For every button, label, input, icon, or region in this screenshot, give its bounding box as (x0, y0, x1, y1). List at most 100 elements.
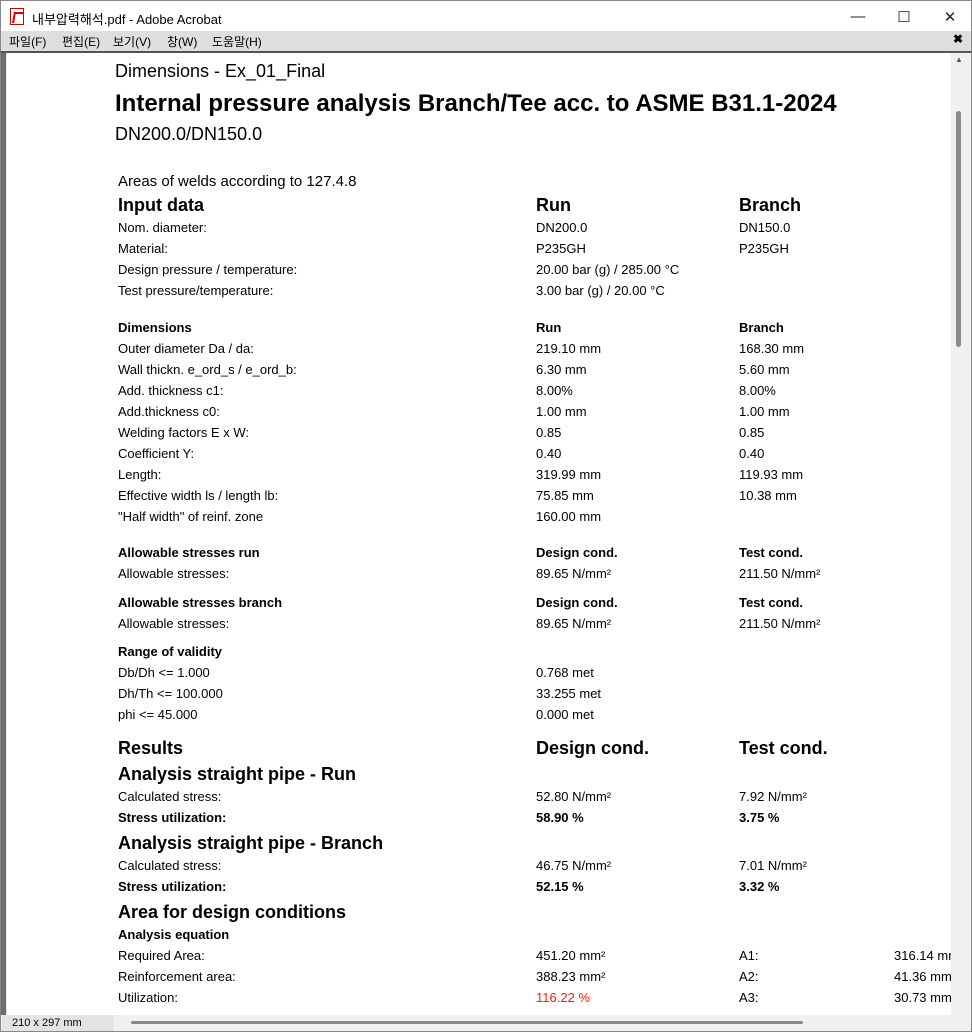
row-value: 8.00% (739, 383, 776, 398)
row-label: Calculated stress: (118, 789, 222, 804)
row-value: 0.40 (536, 446, 562, 461)
row-value: Design cond. (536, 738, 650, 758)
row-value: 119.93 mm (739, 467, 804, 482)
row-label: Dimensions (118, 320, 192, 335)
row-value: 1.00 mm (739, 404, 790, 419)
row-label: Wall thickn. e_ord_s / e_ord_b: (118, 362, 297, 377)
row-label: Design pressure / temperature: (118, 262, 298, 277)
row-label: Add.thickness c0: (118, 404, 220, 419)
row-label: Allowable stresses: (118, 566, 230, 581)
page-size: 210 x 297 mm (2, 1015, 114, 1031)
row-label: Range of validity (118, 644, 223, 659)
row-value: Test cond. (739, 545, 804, 560)
row-value: 388.23 mm² (536, 969, 606, 984)
row-value: 316.14 mm² (894, 948, 951, 963)
pdf-page: Dimensions - Ex_01_Final Internal pressu… (7, 53, 951, 1015)
row-value: Test cond. (739, 595, 804, 610)
row-value: 58.90 % (536, 810, 584, 825)
row-label: Stress utilization: (118, 879, 227, 894)
row-label: Results (118, 738, 184, 758)
row-value: 3.32 % (739, 879, 780, 894)
row-label: Coefficient Y: (118, 446, 195, 461)
row-value: A1: (739, 948, 759, 963)
row-value: 160.00 mm (536, 509, 602, 524)
row-label: "Half width" of reinf. zone (118, 509, 264, 524)
menu-file[interactable]: 파일(F) (9, 35, 47, 49)
menu-window[interactable]: 창(W) (167, 35, 198, 49)
scrollbar-thumb[interactable] (956, 111, 961, 347)
row-value: 451.20 mm² (536, 948, 606, 963)
close-document-icon[interactable]: ✖ (952, 32, 963, 46)
row-label: Effective width ls / length lb: (118, 488, 279, 503)
row-value: 0.768 met (536, 665, 594, 680)
row-label: Nom. diameter: (118, 220, 207, 235)
row-value: 1.00 mm (536, 404, 587, 419)
row-value: 3.75 % (739, 810, 780, 825)
row-value: 0.000 met (536, 707, 594, 722)
row-label: phi <= 45.000 (118, 707, 198, 722)
row-value: 10.38 mm (739, 488, 797, 503)
row-label: Analysis equation (118, 927, 230, 942)
row-label: Area for design conditions (118, 902, 347, 922)
row-value: 20.00 bar (g) / 285.00 °C (536, 262, 680, 277)
row-label: Length: (118, 467, 162, 482)
row-value: A2: (739, 969, 759, 984)
row-value: 52.80 N/mm² (536, 789, 612, 804)
row-value: 33.255 met (536, 686, 602, 701)
pdf-file-icon (10, 8, 24, 25)
row-value: 211.50 N/mm² (739, 616, 821, 631)
vertical-scrollbar[interactable]: ▲ (951, 53, 971, 1015)
menu-bar: 파일(F) 편집(E) 보기(V) 창(W) 도움말(H) ✖ (0, 31, 972, 51)
row-value: 211.50 N/mm² (739, 566, 821, 581)
minimize-button[interactable]: — (850, 8, 866, 25)
row-value: 219.10 mm (536, 341, 602, 356)
doc-header: Dimensions - Ex_01_Final (115, 61, 326, 81)
row-value: 7.92 N/mm² (739, 789, 807, 804)
window-title: 내부압력해석.pdf - Adobe Acrobat (32, 12, 222, 27)
row-value: Run (536, 195, 571, 215)
close-button[interactable]: ✕ (943, 8, 957, 26)
horizontal-scrollbar[interactable] (131, 1021, 803, 1024)
row-value: Design cond. (536, 595, 618, 610)
row-label: Add. thickness c1: (118, 383, 224, 398)
row-value: 46.75 N/mm² (536, 858, 612, 873)
doc-subtitle: DN200.0/DN150.0 (115, 124, 263, 144)
row-value: 89.65 N/mm² (536, 566, 612, 581)
menu-view[interactable]: 보기(V) (113, 35, 152, 49)
doc-title: Internal pressure analysis Branch/Tee ac… (115, 90, 837, 117)
row-label: Allowable stresses: (118, 616, 230, 631)
row-value: 0.40 (739, 446, 765, 461)
row-label: Allowable stresses branch (118, 595, 283, 610)
row-label: Analysis straight pipe - Run (118, 764, 357, 784)
row-value: 5.60 mm (739, 362, 790, 377)
row-value: DN150.0 (739, 220, 791, 235)
left-pane-edge (1, 53, 6, 1015)
title-bar: 내부압력해석.pdf - Adobe Acrobat — ☐ ✕ (0, 0, 972, 31)
menu-help[interactable]: 도움말(H) (212, 35, 262, 49)
row-label: Outer diameter Da / da: (118, 341, 254, 356)
row-value: 116.22 % (536, 990, 590, 1005)
row-value: DN200.0 (536, 220, 588, 235)
document-viewer: Dimensions - Ex_01_Final Internal pressu… (0, 51, 972, 1015)
row-value: Branch (739, 320, 784, 335)
row-label: Calculated stress: (118, 858, 222, 873)
maximize-button[interactable]: ☐ (897, 8, 911, 26)
row-label: Allowable stresses run (118, 545, 260, 560)
row-value: 8.00% (536, 383, 573, 398)
row-label: Welding factors E x W: (118, 425, 250, 440)
row-value: 3.00 bar (g) / 20.00 °C (536, 283, 665, 298)
row-label: Required Area: (118, 948, 205, 963)
row-label: Material: (118, 241, 168, 256)
row-value: 89.65 N/mm² (536, 616, 612, 631)
row-label: Dh/Th <= 100.000 (118, 686, 223, 701)
row-value: Run (536, 320, 562, 335)
row-value: Design cond. (536, 545, 618, 560)
row-value: P235GH (536, 241, 586, 256)
row-value: A3: (739, 990, 759, 1005)
row-value: Branch (739, 195, 802, 215)
scroll-up-icon[interactable]: ▲ (955, 55, 963, 64)
row-value: 7.01 N/mm² (739, 858, 807, 873)
row-label: Utilization: (118, 990, 178, 1005)
menu-edit[interactable]: 편집(E) (62, 35, 101, 49)
status-bar: 210 x 297 mm (0, 1015, 972, 1032)
